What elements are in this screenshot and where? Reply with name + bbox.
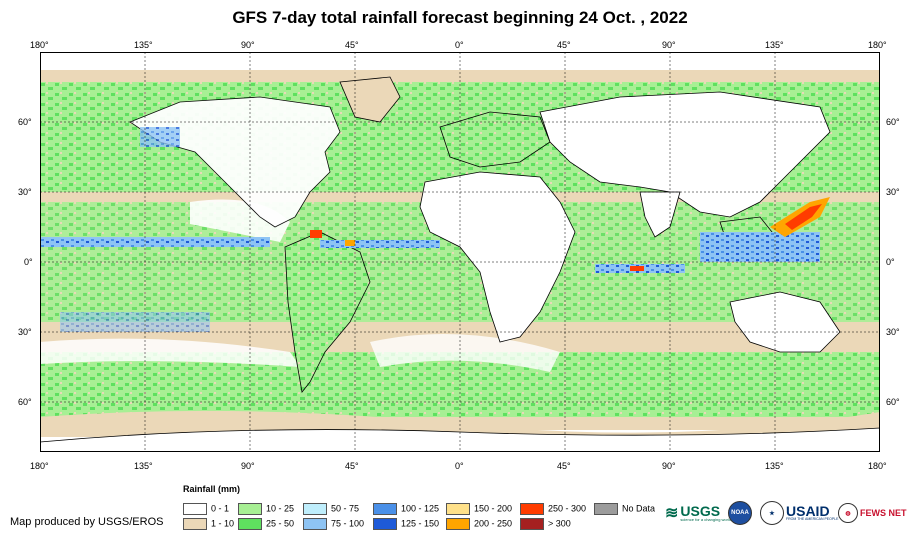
legend-item: 100 - 125	[373, 503, 439, 515]
lon-label: 45°	[557, 40, 571, 50]
lon-label: 90°	[241, 40, 255, 50]
lat-label: 60°	[886, 117, 900, 127]
lat-label: 60°	[886, 397, 900, 407]
lon-label: 0°	[455, 40, 464, 50]
legend-item: 150 - 200	[446, 503, 512, 515]
lat-label: 60°	[18, 117, 32, 127]
legend-swatch	[520, 518, 544, 530]
legend-swatch	[183, 503, 207, 515]
lat-label: 0°	[886, 257, 895, 267]
legend-swatch	[446, 503, 470, 515]
legend-item: No Data	[594, 503, 655, 515]
lon-label: 45°	[345, 40, 359, 50]
noaa-seal-icon: NOAA	[728, 501, 752, 525]
south-pacific-rainband	[60, 312, 210, 332]
itcz-atlantic-rainband	[320, 240, 440, 248]
lon-label: 135°	[765, 40, 784, 50]
legend-swatch	[238, 503, 262, 515]
australia	[729, 291, 841, 353]
legend-item: 0 - 1	[183, 503, 229, 515]
legend-swatch	[446, 518, 470, 530]
lon-label: 90°	[662, 461, 676, 471]
lat-label: 30°	[18, 187, 32, 197]
typhoon-core	[785, 204, 822, 230]
legend-item: 1 - 10	[183, 518, 234, 530]
legend-item: 10 - 25	[238, 503, 294, 515]
legend-swatch	[373, 503, 397, 515]
map-frame	[40, 52, 880, 452]
lon-label: 135°	[134, 461, 153, 471]
lon-label: 45°	[345, 461, 359, 471]
legend-item: > 300	[520, 518, 571, 530]
africa	[419, 171, 576, 343]
legend-swatch	[183, 518, 207, 530]
lat-label: 30°	[886, 187, 900, 197]
legend-swatch	[520, 503, 544, 515]
fewsnet-logo: ◍ FEWS NET	[838, 500, 907, 526]
europe	[439, 111, 551, 168]
lat-label: 60°	[18, 397, 32, 407]
legend-item: 25 - 50	[238, 518, 294, 530]
lon-label: 45°	[557, 461, 571, 471]
lat-label: 0°	[24, 257, 33, 267]
lon-label: 0°	[455, 461, 464, 471]
legend-swatch	[373, 518, 397, 530]
legend-swatch	[594, 503, 618, 515]
itcz-pacific-rainband	[40, 237, 270, 247]
rainfall-map	[40, 52, 880, 452]
fewsnet-globe-icon: ◍	[838, 503, 858, 523]
lon-label: 135°	[134, 40, 153, 50]
lon-label: 90°	[662, 40, 676, 50]
usaid-logo: ★ USAID FROM THE AMERICAN PEOPLE	[760, 500, 838, 526]
lon-label: 135°	[765, 461, 784, 471]
usgs-wave-icon: ≋	[665, 505, 679, 522]
lat-label: 30°	[18, 327, 32, 337]
graticule	[40, 52, 880, 452]
lon-label: 180°	[868, 461, 887, 471]
north-america	[129, 96, 341, 228]
map-credit: Map produced by USGS/EROS	[10, 516, 164, 528]
legend-item: 200 - 250	[446, 518, 512, 530]
dry-area-south-atlantic	[370, 334, 560, 372]
asia	[539, 91, 831, 218]
dry-area-south-pacific	[40, 338, 300, 367]
west-pacific-rainband	[700, 232, 820, 262]
legend-item: 125 - 150	[373, 518, 439, 530]
usgs-logo: ≋ USGS science for a changing world	[665, 503, 732, 522]
atlantic-heavy-rain	[345, 240, 355, 246]
pacific-northwest-rainband	[140, 127, 180, 147]
lon-label: 180°	[868, 40, 887, 50]
indian-ocean-heavy-rain	[630, 266, 644, 271]
legend-item: 250 - 300	[520, 503, 586, 515]
lon-label: 90°	[241, 461, 255, 471]
lat-label: 30°	[886, 327, 900, 337]
lon-label: 180°	[30, 40, 49, 50]
legend-swatch	[303, 518, 327, 530]
legend-title: Rainfall (mm)	[183, 484, 241, 494]
noaa-logo: NOAA	[728, 500, 752, 526]
caribbean-heavy-rain	[310, 230, 322, 238]
legend-swatch	[303, 503, 327, 515]
legend-item: 75 - 100	[303, 518, 364, 530]
map-title: GFS 7-day total rainfall forecast beginn…	[232, 8, 688, 27]
lon-label: 180°	[30, 461, 49, 471]
legend-item: 50 - 75	[303, 503, 359, 515]
legend-swatch	[238, 518, 262, 530]
usaid-seal-icon: ★	[760, 501, 784, 525]
